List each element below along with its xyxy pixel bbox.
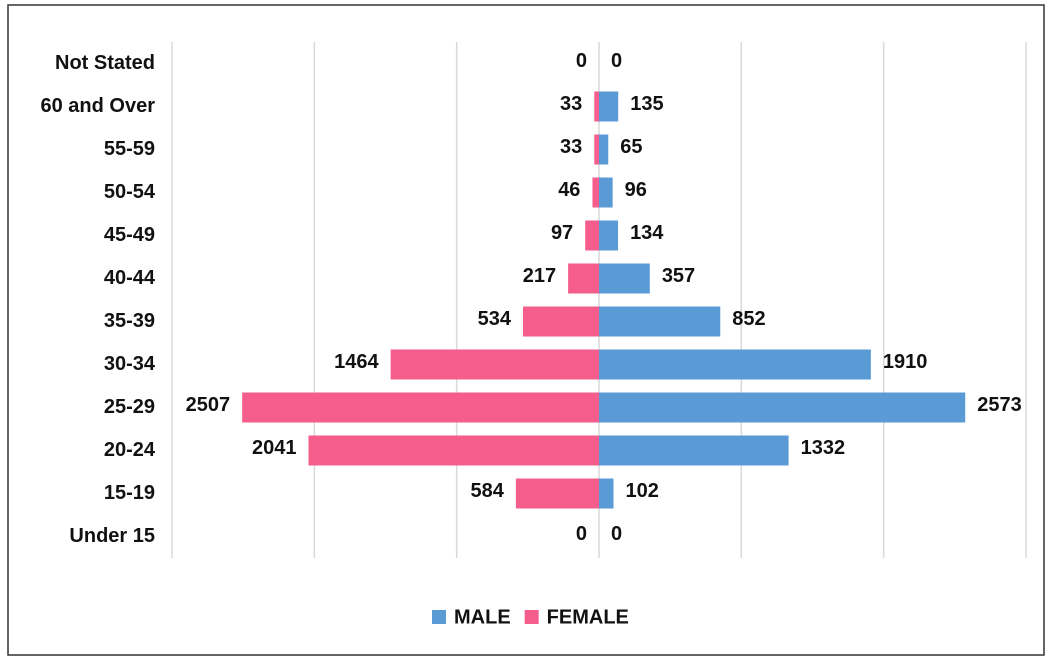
- bar: [599, 134, 609, 165]
- data-label: 134: [630, 222, 664, 244]
- data-label: 0: [611, 523, 622, 545]
- bar: [599, 392, 966, 423]
- data-label: 33: [560, 136, 582, 158]
- bar: [592, 177, 599, 208]
- legend-label: FEMALE: [547, 606, 629, 628]
- data-label: 0: [576, 50, 587, 72]
- bar: [585, 220, 599, 251]
- bar: [599, 478, 614, 509]
- y-tick-label: 25-29: [104, 396, 155, 418]
- bar: [594, 91, 599, 122]
- y-tick-label: 45-49: [104, 224, 155, 246]
- bar: [599, 220, 619, 251]
- y-tick-label: Not Stated: [55, 52, 155, 74]
- bar: [599, 177, 613, 208]
- data-label: 2573: [977, 394, 1022, 416]
- legend-swatch: [432, 610, 446, 624]
- data-label: 534: [478, 308, 512, 330]
- y-tick-label: 35-39: [104, 310, 155, 332]
- bar: [599, 263, 650, 294]
- bar: [599, 306, 721, 337]
- y-tick-label: 40-44: [104, 267, 156, 289]
- data-label: 584: [471, 480, 505, 502]
- data-label: 65: [620, 136, 642, 158]
- bar: [599, 91, 619, 122]
- data-label: 102: [626, 480, 659, 502]
- bar: [242, 392, 599, 423]
- y-tick-label: 20-24: [104, 439, 156, 461]
- legend-swatch: [524, 610, 539, 624]
- data-label: 0: [611, 50, 622, 72]
- data-label: 2041: [252, 437, 297, 459]
- data-label: 0: [576, 523, 587, 545]
- bar: [390, 349, 599, 380]
- data-label: 852: [732, 308, 765, 330]
- bar: [594, 134, 599, 165]
- bar: [515, 478, 599, 509]
- data-label: 1332: [801, 437, 846, 459]
- bar: [568, 263, 599, 294]
- bar: [522, 306, 599, 337]
- data-label: 1910: [883, 351, 928, 373]
- bar: [308, 435, 599, 466]
- data-label: 96: [625, 179, 647, 201]
- y-tick-label: 30-34: [104, 353, 156, 375]
- data-label: 217: [523, 265, 556, 287]
- data-label: 1464: [334, 351, 379, 373]
- data-label: 357: [662, 265, 695, 287]
- legend-label: MALE: [454, 606, 511, 628]
- y-tick-label: 60 and Over: [40, 95, 155, 117]
- y-tick-label: 50-54: [104, 181, 156, 203]
- y-tick-label: Under 15: [69, 525, 155, 547]
- data-label: 46: [558, 179, 580, 201]
- data-label: 33: [560, 93, 582, 115]
- y-tick-label: 55-59: [104, 138, 155, 160]
- data-label: 135: [630, 93, 663, 115]
- y-tick-label: 15-19: [104, 482, 155, 504]
- data-label: 2507: [186, 394, 231, 416]
- bar: [599, 435, 789, 466]
- data-label: 97: [551, 222, 573, 244]
- bar: [599, 349, 871, 380]
